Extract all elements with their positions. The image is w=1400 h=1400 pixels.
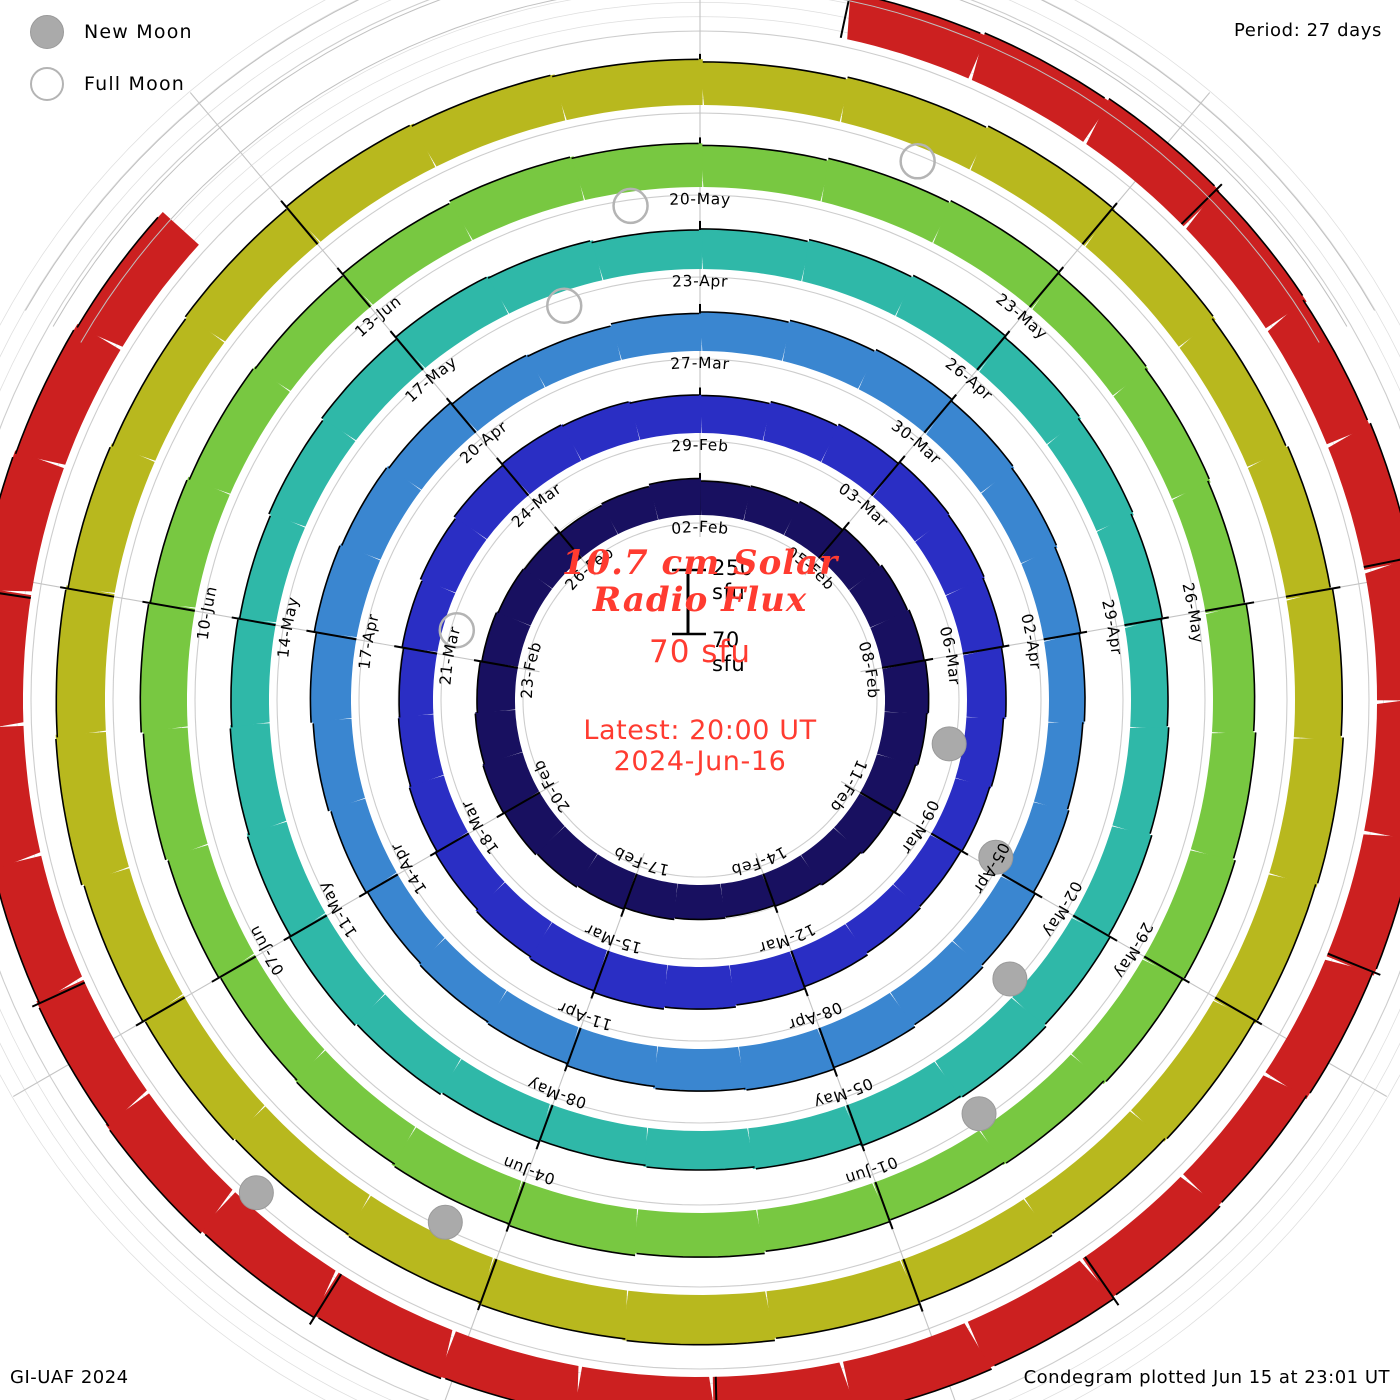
legend-label-full-moon: Full Moon bbox=[84, 73, 186, 95]
new-moon-marker bbox=[978, 839, 1014, 875]
full-moon-marker bbox=[545, 287, 583, 324]
scale-max-label: 250 sfu bbox=[712, 556, 754, 604]
new-moon-marker bbox=[931, 726, 967, 762]
new-moon-marker bbox=[961, 1096, 997, 1132]
footer-credit: GI-UAF 2024 bbox=[10, 1367, 129, 1388]
flux-ring-4 bbox=[229, 220, 1170, 1171]
new-moon-marker bbox=[427, 1204, 463, 1240]
radial-tick-labels: 250190130 bbox=[24, 0, 1376, 343]
date-label: 23-Apr bbox=[672, 272, 729, 291]
flux-ring-3 bbox=[306, 303, 1088, 1092]
flux-ring-1 bbox=[473, 473, 934, 921]
footer-plot-time: Condegram plotted Jun 15 at 23:01 UT bbox=[1023, 1367, 1390, 1388]
date-label: 02-Feb bbox=[670, 518, 729, 538]
full-moon-marker bbox=[612, 187, 649, 225]
date-label: 29-Feb bbox=[671, 436, 730, 456]
flux-ring-5 bbox=[139, 137, 1257, 1258]
full-moon-marker bbox=[899, 143, 936, 180]
moon-markers bbox=[238, 143, 1028, 1240]
full-moon-marker bbox=[438, 612, 476, 649]
date-label: 27-Mar bbox=[670, 354, 731, 373]
flux-ring-6 bbox=[55, 53, 1344, 1346]
period-label: Period: 27 days bbox=[1233, 20, 1382, 41]
date-label: 20-May bbox=[669, 190, 731, 209]
legend-item-full-moon: Full Moon bbox=[22, 58, 342, 110]
new-moon-marker bbox=[238, 1175, 274, 1211]
full-moon-icon bbox=[30, 67, 64, 101]
legend-label-new-moon: New Moon bbox=[84, 21, 193, 43]
legend-item-new-moon: New Moon bbox=[22, 6, 342, 58]
scale-min-label: 70 sfu bbox=[712, 628, 746, 676]
scale-bar bbox=[672, 568, 706, 636]
new-moon-icon bbox=[30, 15, 64, 49]
new-moon-marker bbox=[992, 961, 1028, 997]
flux-ring-2 bbox=[394, 387, 1010, 1010]
moon-legend: New Moon Full Moon bbox=[22, 6, 342, 110]
